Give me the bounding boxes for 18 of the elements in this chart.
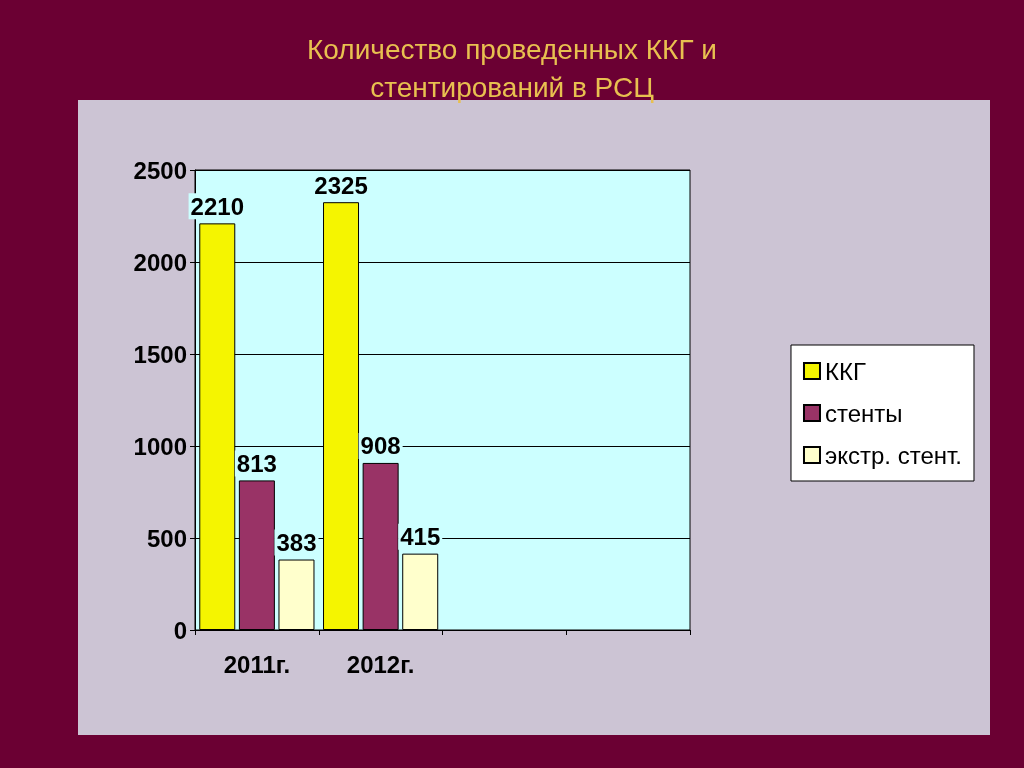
- data-label: 415: [400, 523, 441, 551]
- data-label: 383: [276, 529, 317, 557]
- legend-label: стенты: [824, 399, 903, 427]
- y-tick-label: 2000: [133, 248, 187, 276]
- y-tick-label: 1500: [133, 340, 187, 368]
- data-label: 2325: [314, 171, 368, 199]
- x-tick-label: 2012г.: [346, 650, 415, 678]
- y-tick-label: 0: [173, 616, 187, 644]
- legend-label: экстр. стент.: [824, 441, 962, 469]
- data-label: 813: [236, 449, 277, 477]
- y-tick-label: 500: [146, 524, 187, 552]
- y-tick-label: 1000: [133, 432, 187, 460]
- data-label: 908: [360, 432, 401, 460]
- y-tick-label: 2500: [133, 156, 187, 184]
- x-tick-label: 2011г.: [223, 650, 291, 678]
- legend-label: ККГ: [824, 357, 866, 385]
- data-label: 2210: [190, 192, 244, 220]
- chart-title: Количество проведенных ККГ и стентирований в РСЦ: [307, 33, 717, 103]
